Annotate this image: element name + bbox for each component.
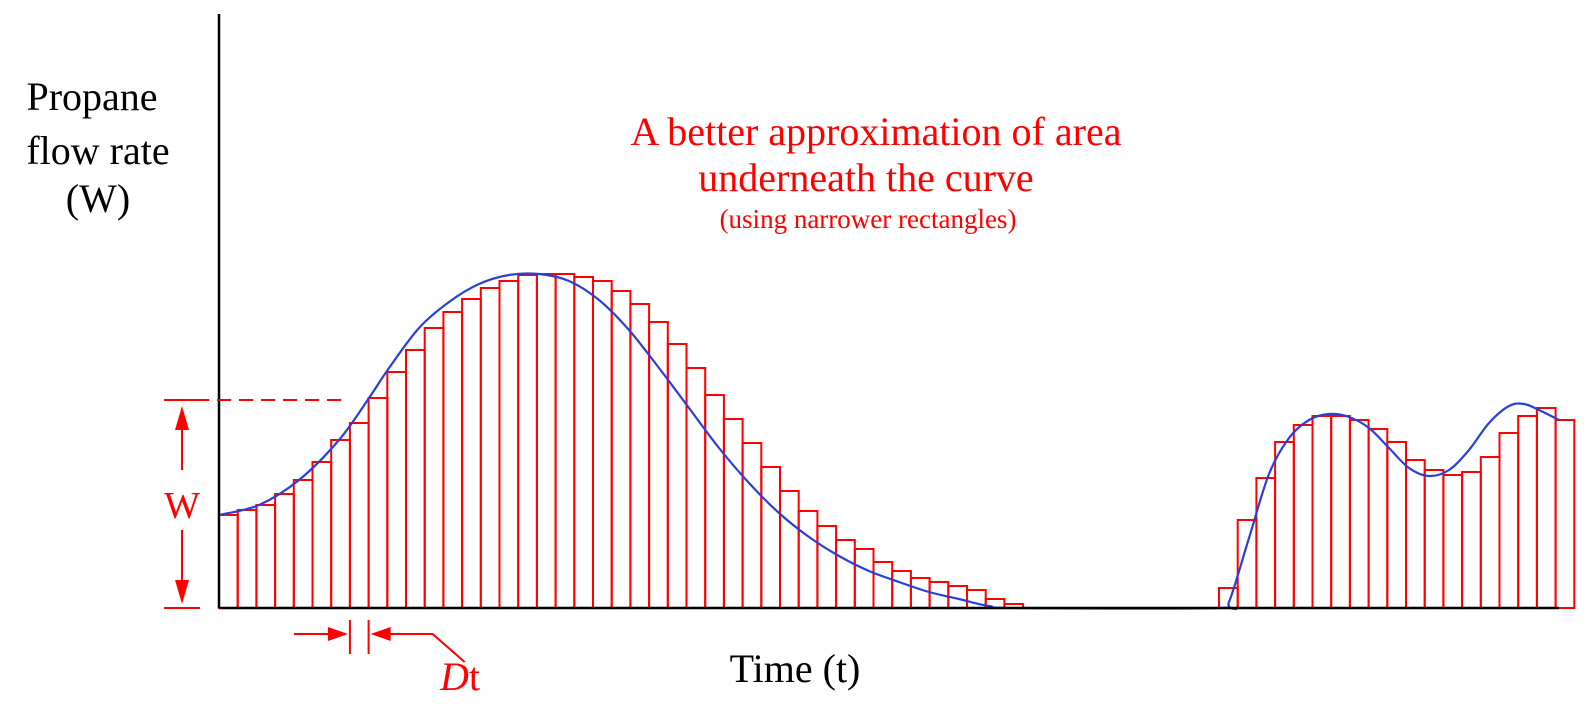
approximation-rectangle-left-1 — [236, 509, 258, 609]
approximation-rectangle-left-0 — [218, 514, 239, 609]
arrow-right-icon — [327, 627, 348, 641]
approximation-rectangle-right-9 — [1386, 441, 1408, 609]
approximation-rectangle-left-13 — [461, 298, 482, 609]
dt-leader-line — [412, 633, 466, 663]
approximation-rectangle-right-2 — [1255, 477, 1277, 609]
approximation-rectangle-left-28 — [741, 442, 763, 609]
approximation-rectangle-right-6 — [1330, 415, 1351, 609]
approximation-rectangle-left-6 — [330, 439, 351, 609]
approximation-rectangle-left-32 — [816, 525, 838, 609]
y-axis-label-line-3: (W) — [66, 176, 130, 221]
approximation-rectangle-left-30 — [779, 490, 800, 609]
approximation-rectangle-right-3 — [1274, 441, 1295, 609]
approximation-rectangle-right-8 — [1367, 428, 1389, 609]
approximation-rectangle-left-21 — [610, 290, 632, 609]
approximation-rectangle-left-9 — [386, 371, 407, 609]
approximation-rectangle-left-37 — [909, 577, 931, 609]
y-axis-label-line-1: Propane — [26, 74, 157, 119]
approximation-rectangle-left-5 — [311, 461, 333, 609]
dt-width-marker: Dt — [293, 620, 480, 699]
approximation-rectangle-left-36 — [891, 570, 912, 609]
approximation-rectangle-left-14 — [479, 287, 501, 609]
approximation-rectangle-right-13 — [1461, 471, 1482, 609]
approximation-rectangle-left-35 — [872, 561, 894, 609]
approximation-rectangle-right-7 — [1348, 419, 1370, 609]
approximation-rectangle-right-10 — [1405, 459, 1426, 609]
title-line-1: A better approximation of area — [631, 109, 1122, 154]
approximation-rectangle-left-11 — [423, 327, 445, 609]
approximation-rectangle-left-3 — [274, 493, 295, 609]
chart-title: A better approximation of area underneat… — [631, 109, 1122, 234]
approximation-rectangle-left-33 — [835, 539, 856, 609]
approximation-rectangle-right-17 — [1535, 407, 1557, 609]
approximation-rectangle-left-7 — [348, 422, 370, 609]
approximation-rectangle-left-34 — [853, 548, 875, 609]
approximation-rectangle-left-4 — [292, 479, 314, 609]
approximation-rectangle-left-25 — [685, 367, 707, 609]
approximation-rectangle-right-16 — [1517, 415, 1538, 609]
dt-delta-symbol: D — [439, 654, 469, 699]
approximation-rectangle-right-18 — [1554, 419, 1576, 609]
approximation-rectangle-right-15 — [1498, 432, 1520, 609]
approximation-rectangle-right-11 — [1423, 469, 1445, 609]
approximation-rectangle-left-15 — [498, 280, 520, 609]
approximation-rectangle-left-31 — [797, 510, 819, 609]
approximation-rectangle-left-2 — [255, 504, 277, 609]
arrow-down-icon — [175, 580, 189, 604]
arrow-up-icon — [175, 406, 189, 430]
arrow-left-icon — [370, 627, 391, 641]
flow-rate-curve — [218, 272, 1560, 611]
approximation-rectangle-left-29 — [760, 466, 781, 609]
approximation-rectangle-left-8 — [367, 397, 389, 609]
approximation-rectangle-left-12 — [442, 311, 464, 609]
approximation-rectangle-left-17 — [535, 273, 557, 609]
approximation-rectangle-right-4 — [1292, 424, 1314, 609]
approximation-rectangle-right-12 — [1442, 474, 1464, 609]
approximation-rectangle-left-18 — [554, 273, 576, 609]
y-axis-label-line-2: flow rate — [26, 128, 169, 173]
approximation-rectangle-left-26 — [704, 394, 725, 609]
approximation-rectangle-left-20 — [592, 280, 613, 609]
approximation-rectangle-left-10 — [405, 349, 426, 609]
chart-subtitle: (using narrower rectangles) — [720, 204, 1017, 234]
approximation-rectangle-left-27 — [722, 418, 744, 609]
title-line-2: underneath the curve — [698, 155, 1033, 200]
w-label: W — [164, 485, 200, 527]
x-axis-label: Time (t) — [730, 646, 861, 691]
approximation-rectangle-left-23 — [648, 321, 669, 609]
approximation-rectangle-right-14 — [1479, 456, 1501, 609]
y-axis-label: Propane flow rate (W) — [26, 74, 169, 221]
dt-label: Dt — [439, 654, 480, 699]
approximation-rectangle-left-16 — [517, 274, 538, 609]
approximation-rectangle-right-5 — [1311, 415, 1333, 609]
approximation-rectangle-left-19 — [573, 276, 594, 609]
w-height-marker: W — [164, 399, 349, 609]
dt-t-symbol: t — [469, 654, 480, 699]
